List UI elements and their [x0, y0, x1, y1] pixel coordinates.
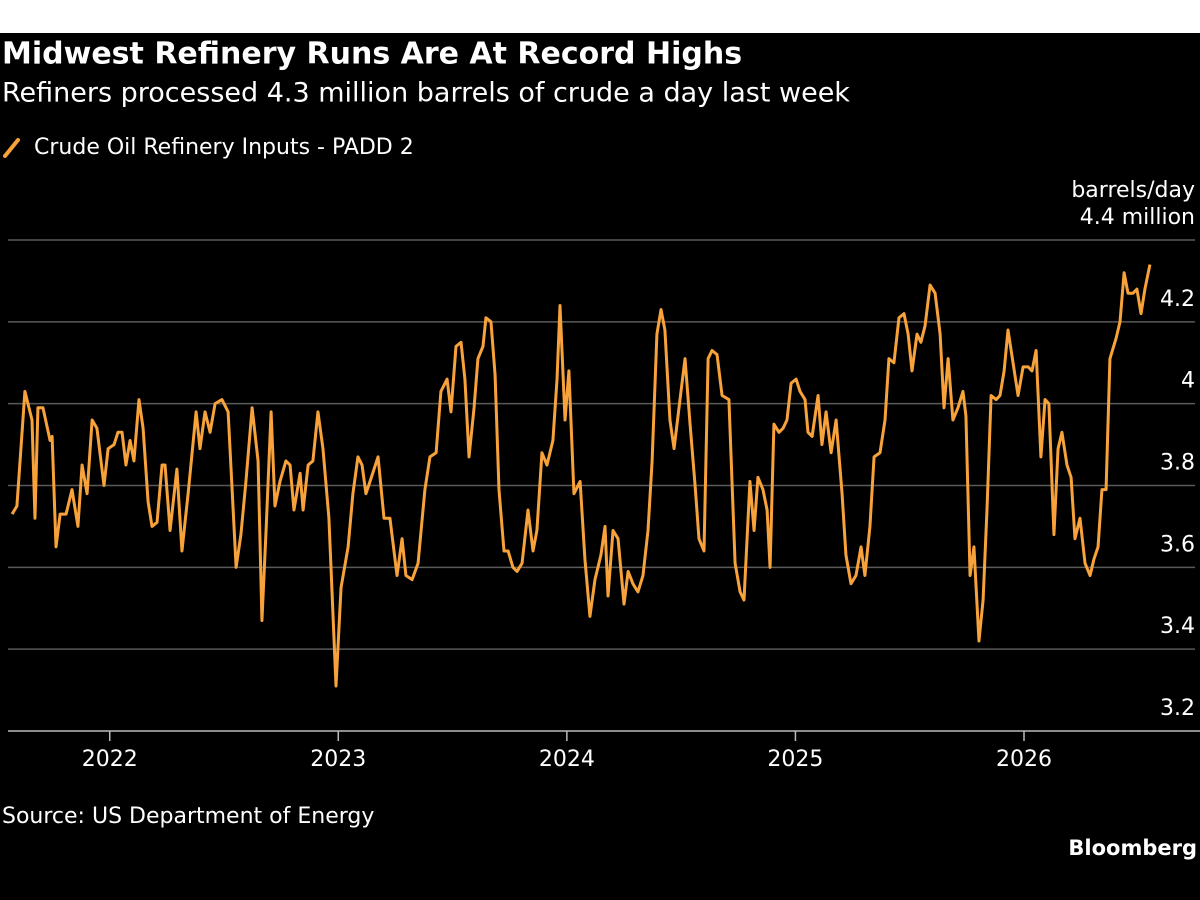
y-tick-label: 3.4 [1160, 614, 1195, 639]
legend-label: Crude Oil Refinery Inputs - PADD 2 [34, 135, 414, 160]
y-tick-label: 4.2 [1160, 287, 1195, 312]
logo: Bloomberg [1068, 836, 1197, 860]
x-tick-label: 2026 [996, 747, 1052, 772]
background [0, 33, 1200, 900]
source: Source: US Department of Energy [2, 804, 374, 829]
y-tick-label: 4 [1181, 369, 1195, 394]
y-tick-label: 4.4 million [1080, 205, 1195, 230]
x-tick-label: 2022 [82, 747, 138, 772]
top-strip [0, 0, 1200, 33]
chart-title: Midwest Refinery Runs Are At Record High… [2, 37, 742, 72]
y-tick-label: 3.8 [1160, 451, 1195, 476]
y-tick-label: 3.2 [1160, 696, 1195, 721]
x-tick-label: 2025 [767, 747, 823, 772]
data-line [10, 264, 1152, 688]
y-tick-label: 3.6 [1160, 532, 1195, 557]
x-tick-label: 2023 [310, 747, 366, 772]
legend-swatch [3, 138, 20, 158]
y-unit: barrels/day [1071, 178, 1195, 203]
x-tick-label: 2024 [539, 747, 595, 772]
chart-subtitle: Refiners processed 4.3 million barrels o… [2, 78, 850, 109]
